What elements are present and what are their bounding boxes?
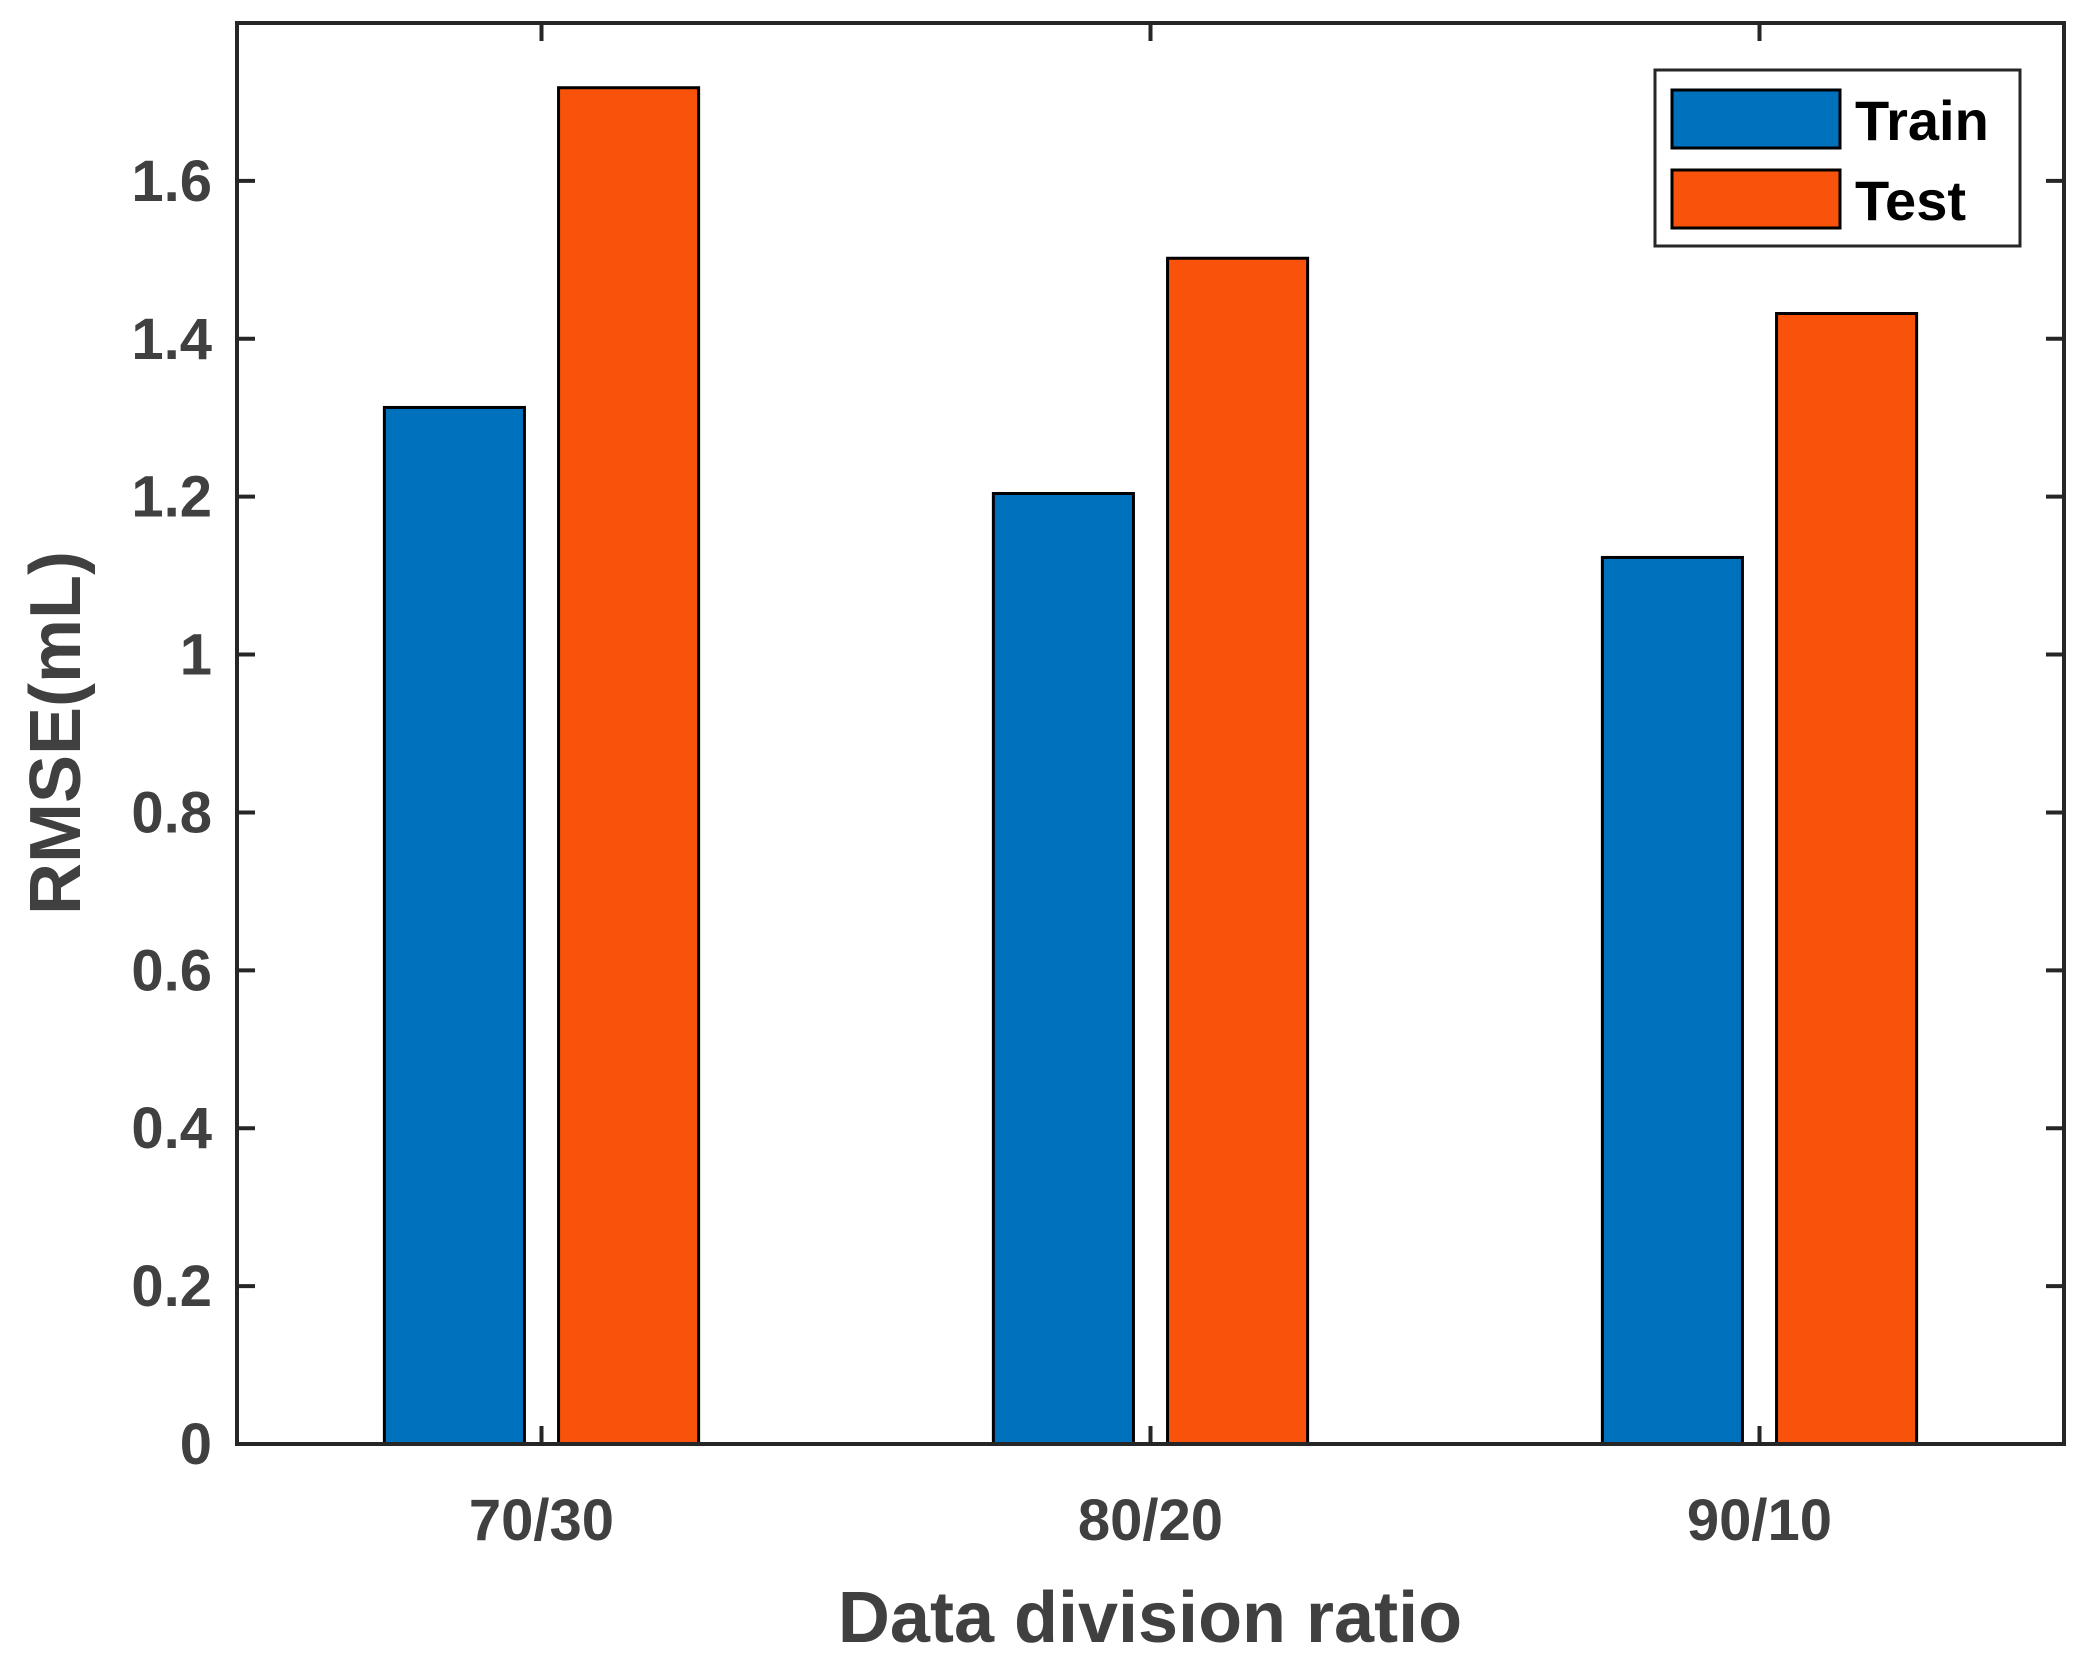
- y-tick-label: 0.4: [131, 1096, 212, 1161]
- y-tick-label: 0.6: [131, 938, 212, 1003]
- bar-train-70-30: [382, 405, 526, 1446]
- bar-test-90-10: [1775, 312, 1919, 1446]
- y-tick-label: 1: [180, 623, 212, 688]
- y-axis-label: RMSE(mL): [16, 551, 96, 915]
- legend-swatch-test: [1670, 168, 1842, 230]
- bar-train-80-20: [991, 492, 1135, 1446]
- bars: [382, 86, 1919, 1446]
- y-tick-label: 0: [180, 1412, 212, 1477]
- legend-label-train: Train: [1855, 89, 1989, 152]
- bar-test-70-30: [557, 86, 701, 1446]
- x-tick-label: 80/20: [1078, 1488, 1223, 1553]
- ticks: 70/30 80/20 90/10 0 0.2 0.4 0.6 0.8 1 1.2 1.4 1.6: [131, 23, 2064, 1553]
- bar-train-90-10: [1600, 555, 1744, 1446]
- x-tick-label: 90/10: [1687, 1488, 1832, 1553]
- y-tick-label: 0.2: [131, 1254, 212, 1319]
- y-tick-label: 1.6: [131, 149, 212, 214]
- y-tick-label: 0.8: [131, 780, 212, 845]
- bar-test-80-20: [1166, 256, 1310, 1446]
- legend-swatch-train: [1670, 88, 1842, 150]
- y-tick-label: 1.4: [131, 307, 212, 372]
- legend: Train Test: [1653, 68, 2022, 248]
- x-tick-label: 70/30: [469, 1488, 614, 1553]
- legend-label-test: Test: [1855, 169, 1966, 232]
- y-tick-label: 1.2: [131, 465, 212, 530]
- x-axis-label: Data division ratio: [838, 1578, 1462, 1658]
